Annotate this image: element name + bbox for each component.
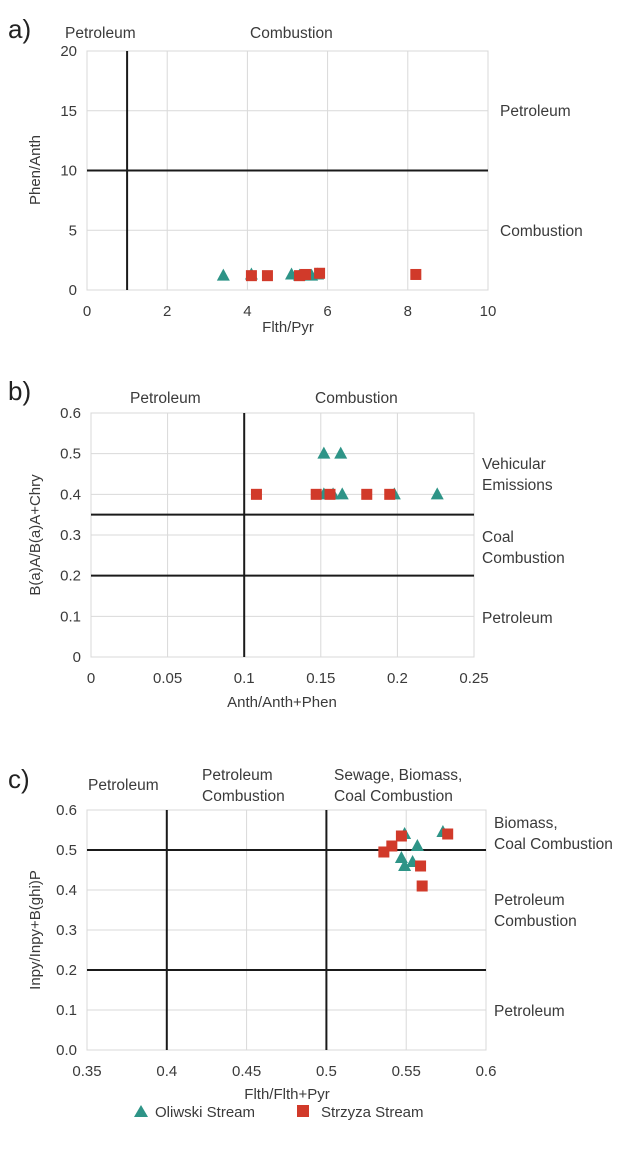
chart-c-y-axis-title: Inpy/Inpy+B(ghi)P (27, 870, 44, 990)
chart-b-region-label-right-middle: Coal Combustion (482, 529, 565, 567)
chart-c-x-axis-title: Flth/Flth+Pyr (244, 1086, 329, 1103)
legend-label-oliwski: Oliwski Stream (155, 1104, 255, 1121)
chart-a-region-label-top-right: Combustion (250, 25, 333, 42)
chart-a-point-oliwski (216, 268, 230, 281)
chart-c-y-tick-label: 0.1 (56, 1002, 77, 1019)
chart-c: c) 0.35 0.4 0.45 0.5 0.55 0.6 0.0 0.1 0.2 0.3 0.4 0… (8, 764, 613, 1103)
chart-b-x-tick-label: 0.1 (234, 670, 255, 687)
chart-c-region-label-right-top: Biomass, Coal Combustion (494, 815, 613, 853)
chart-b-point-oliwski (334, 446, 348, 459)
chart-a-region-label-right-lower: Combustion (500, 223, 583, 240)
legend-marker-oliwski (134, 1105, 148, 1117)
chart-b-x-tick-label: 0 (87, 670, 95, 687)
chart-a-x-tick-label: 8 (404, 303, 412, 320)
chart-b-y-tick-label: 0.3 (60, 527, 81, 544)
chart-a-x-tick-label: 6 (323, 303, 331, 320)
chart-c-point-strzyza (442, 828, 454, 840)
chart-c-y-tick-label: 0.0 (56, 1042, 77, 1059)
chart-a-x-axis-title: Flth/Pyr (262, 319, 314, 336)
legend-marker-strzyza (297, 1105, 309, 1117)
panel-label-a: a) (8, 14, 31, 44)
chart-a-x-tick-label: 4 (243, 303, 251, 320)
chart-a-y-tick-label: 15 (60, 103, 77, 120)
chart-b-y-tick-label: 0.4 (60, 486, 81, 503)
chart-c-region-label-top-left: Petroleum (88, 777, 159, 794)
chart-b: b) 0 0.05 0.1 0.15 0.2 0.25 0 0.1 0.2 0.3 0.4 0.5 0.… (8, 376, 565, 711)
chart-b-point-oliwski (430, 487, 444, 500)
chart-b-point-strzyza (310, 488, 322, 500)
chart-b-point-strzyza (250, 488, 262, 500)
chart-b-y-tick-label: 0.6 (60, 405, 81, 422)
chart-c-y-tick-label: 0.5 (56, 842, 77, 859)
chart-b-region-label-top-left: Petroleum (130, 390, 201, 407)
chart-a: a) 0 2 4 6 8 10 0 5 10 15 20 Flth/Pyr Phen/Anth Petro… (8, 14, 583, 336)
chart-b-point-strzyza (324, 488, 336, 500)
chart-a-point-strzyza (300, 268, 312, 280)
chart-b-y-tick-label: 0.1 (60, 608, 81, 625)
chart-b-region-label-right-bottom: Petroleum (482, 610, 553, 627)
chart-b-x-tick-label: 0.25 (459, 670, 488, 687)
chart-a-y-tick-label: 10 (60, 163, 77, 180)
chart-c-point-strzyza (395, 830, 407, 842)
chart-a-point-strzyza (314, 267, 326, 279)
chart-b-region-label-right-top: Vehicular Emissions (482, 456, 553, 494)
chart-c-y-tick-label: 0.2 (56, 962, 77, 979)
chart-c-x-tick-label: 0.6 (476, 1063, 497, 1080)
chart-c-point-strzyza (378, 846, 390, 858)
legend: Oliwski Stream Strzyza Stream (134, 1104, 424, 1121)
chart-b-point-oliwski (335, 487, 349, 500)
chart-c-x-tick-label: 0.45 (232, 1063, 261, 1080)
legend-label-strzyza: Strzyza Stream (321, 1104, 424, 1121)
chart-b-x-tick-label: 0.05 (153, 670, 182, 687)
chart-c-region-label-top-right: Sewage, Biomass, Coal Combustion (334, 767, 462, 805)
chart-c-point-oliwski (410, 839, 424, 851)
chart-c-point-oliwski (398, 859, 412, 871)
chart-c-y-tick-label: 0.3 (56, 922, 77, 939)
chart-b-y-tick-label: 0.5 (60, 446, 81, 463)
chart-a-point-strzyza (410, 268, 422, 280)
chart-c-x-tick-label: 0.5 (316, 1063, 337, 1080)
chart-b-point-oliwski (317, 446, 331, 459)
chart-b-region-label-top-right: Combustion (315, 390, 398, 407)
chart-a-y-tick-label: 20 (60, 43, 77, 60)
chart-b-y-tick-label: 0 (73, 649, 81, 666)
panel-label-b: b) (8, 376, 31, 406)
chart-a-point-strzyza (294, 270, 306, 282)
chart-a-point-strzyza (245, 270, 257, 282)
chart-a-point-strzyza (261, 270, 273, 282)
chart-a-y-axis-title: Phen/Anth (27, 135, 44, 205)
chart-a-region-label-right-upper: Petroleum (500, 103, 571, 120)
chart-b-y-axis-title: B(a)A/B(a)A+Chry (27, 474, 44, 596)
chart-b-point-strzyza (384, 488, 396, 500)
chart-b-x-tick-label: 0.15 (306, 670, 335, 687)
chart-c-point-strzyza (415, 860, 427, 872)
chart-c-point-strzyza (386, 840, 398, 852)
chart-a-y-tick-label: 0 (69, 282, 77, 299)
chart-a-x-tick-label: 0 (83, 303, 91, 320)
chart-c-region-label-right-middle: Petroleum Combustion (494, 892, 577, 930)
chart-c-x-tick-label: 0.4 (156, 1063, 177, 1080)
chart-c-x-tick-label: 0.35 (72, 1063, 101, 1080)
chart-a-x-tick-label: 2 (163, 303, 171, 320)
chart-c-y-tick-label: 0.6 (56, 802, 77, 819)
chart-b-x-tick-label: 0.2 (387, 670, 408, 687)
chart-a-y-tick-label: 5 (69, 222, 77, 239)
chart-b-point-strzyza (361, 488, 373, 500)
panel-label-c: c) (8, 764, 30, 794)
chart-a-x-tick-label: 10 (480, 303, 497, 320)
chart-c-region-label-top-middle: Petroleum Combustion (202, 767, 285, 805)
chart-b-x-axis-title: Anth/Anth+Phen (227, 694, 337, 711)
chart-a-region-label-top-left: Petroleum (65, 25, 136, 42)
chart-c-x-tick-label: 0.55 (392, 1063, 421, 1080)
chart-b-y-tick-label: 0.2 (60, 568, 81, 585)
chart-c-y-tick-label: 0.4 (56, 882, 77, 899)
chart-c-point-strzyza (416, 880, 428, 892)
chart-c-region-label-right-bottom: Petroleum (494, 1003, 565, 1020)
